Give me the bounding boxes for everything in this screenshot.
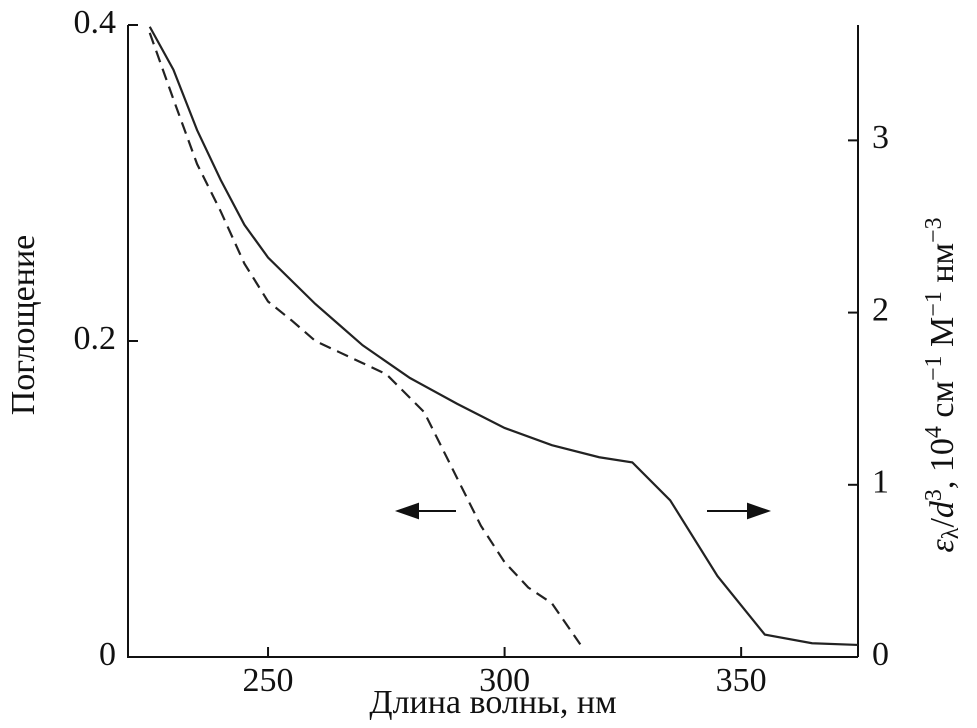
y2-label-part: , 10: [924, 438, 961, 489]
y2-label-part: М: [924, 317, 961, 356]
y2-label-part: 4: [921, 426, 947, 438]
y2-label-part: −1: [921, 291, 947, 317]
right-arrow: [707, 502, 772, 520]
data-line: [148, 32, 582, 645]
y2-tick-label: 1: [872, 464, 889, 501]
x-tick-label: 250: [243, 662, 294, 699]
y-tick-label: 0.2: [74, 320, 117, 357]
y2-label-part: нм: [924, 243, 961, 291]
y2-tick-label: 2: [872, 291, 889, 328]
x-axis-label: Длина волны, нм: [369, 684, 616, 721]
data-line: [148, 26, 859, 647]
y2-tick-label: 3: [872, 119, 889, 156]
y2-tick-label: 0: [872, 636, 889, 673]
x-tick-label: 300: [479, 662, 530, 699]
y-axis-label: Поглощение: [5, 235, 42, 416]
y2-axis-label: ελ/d3, 104 см−1 М−1 нм−3: [921, 217, 964, 552]
y-tick-label: 0.4: [74, 4, 117, 41]
y2-label-part: ε: [924, 539, 961, 553]
y2-label-part: d: [924, 500, 961, 518]
y2-label-part: см: [924, 381, 961, 426]
x-tick-label: 350: [716, 662, 767, 699]
y-tick-label: 0: [99, 636, 116, 673]
y2-label-part: /: [924, 518, 961, 528]
y2-label-part: −1: [921, 355, 947, 381]
axis-frame: [127, 25, 858, 658]
y2-label-part: 3: [921, 489, 947, 501]
left-arrow: [394, 502, 456, 520]
y2-label-part: −3: [921, 217, 947, 243]
y2-label-part: λ: [938, 527, 964, 539]
